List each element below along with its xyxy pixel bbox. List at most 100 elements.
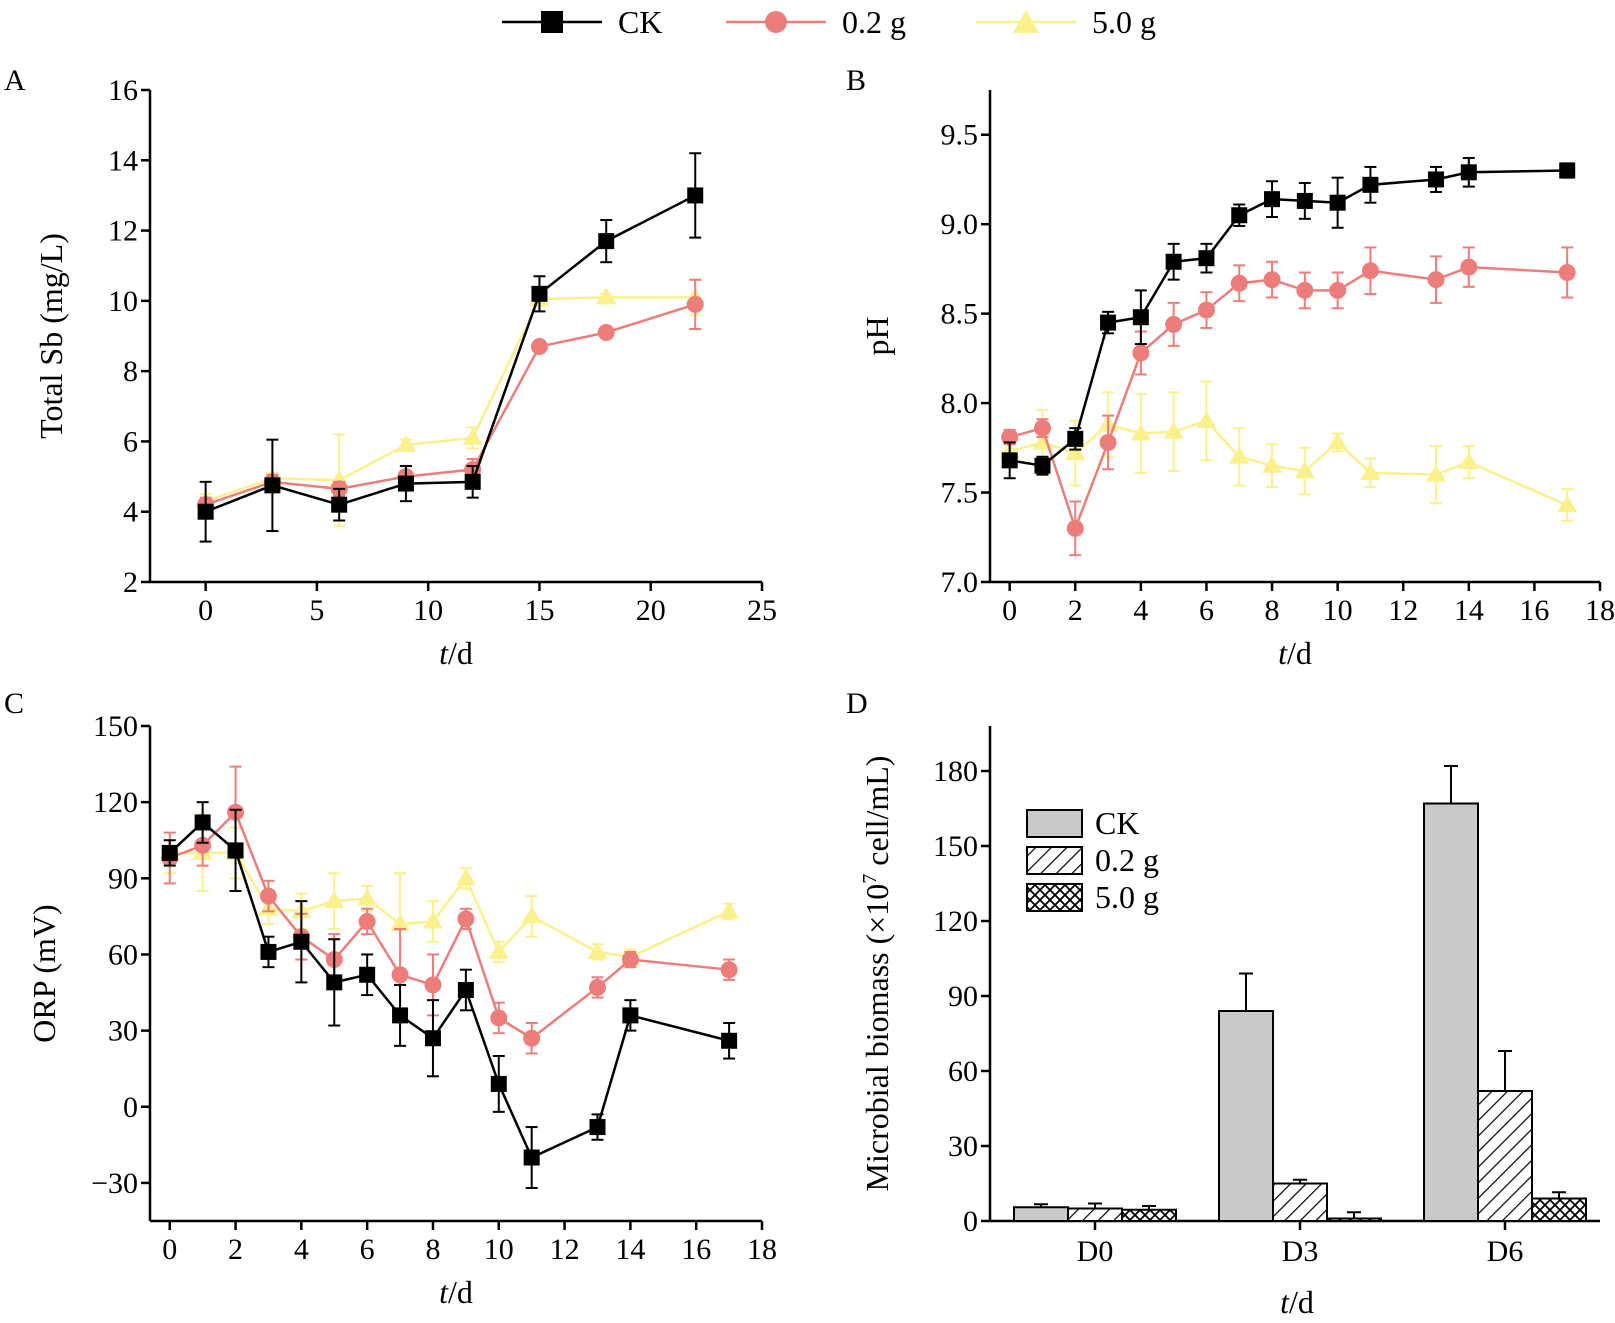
data-point-ck (589, 1119, 606, 1136)
y-axis-label: ORP (mV) (26, 904, 62, 1042)
data-point-ck (194, 814, 211, 831)
x-tick-label: 6 (1199, 594, 1214, 627)
x-tick-label: 4 (1133, 594, 1148, 627)
bar-0-2-g-d6 (1477, 1090, 1533, 1222)
data-point-ck (1559, 162, 1576, 179)
circle-marker-icon (765, 11, 787, 33)
data-point-ck (1001, 452, 1018, 469)
x-tick-label: 10 (1323, 594, 1353, 627)
y-tick-label: 14 (108, 144, 138, 177)
x-tick-label: 18 (747, 1233, 777, 1266)
data-point-ck (161, 844, 178, 861)
data-point-5-0-g (357, 888, 378, 906)
x-axis-label: t/d (439, 1274, 473, 1310)
data-point-ck (1264, 191, 1281, 208)
y-tick-label: 120 (93, 786, 138, 819)
data-point-5-0-g (1229, 446, 1250, 464)
data-point-ck (1329, 194, 1346, 211)
legend-swatch-ck (1026, 809, 1083, 838)
data-point-0-2-g (1361, 262, 1379, 280)
data-point-ck (331, 496, 348, 513)
data-point-ck (424, 1030, 441, 1047)
panel-label-a: A (4, 64, 26, 97)
data-point-0-2-g (530, 338, 548, 356)
x-axis-label: t/d (439, 635, 473, 671)
data-point-0-2-g (391, 966, 409, 984)
y-tick-label: 9.5 (941, 119, 979, 152)
y-axis-label: pH (859, 316, 895, 355)
legend-label-ck: CK (618, 4, 662, 40)
legend-item-ck: CK (502, 4, 662, 40)
series-line-ck (1009, 169, 1568, 468)
data-point-0-2-g (1263, 271, 1281, 289)
data-point-5-0-g (1557, 495, 1578, 513)
data-point-5-0-g (596, 287, 617, 305)
data-point-5-0-g (1327, 432, 1348, 450)
y-tick-label: 2 (123, 566, 138, 599)
y-tick-label: 0 (963, 1205, 978, 1238)
y-tick-label: 10 (108, 285, 138, 318)
series-line-5-0-g (1009, 419, 1568, 507)
data-point-0-2-g (1066, 519, 1084, 537)
x-tick-label: 15 (524, 594, 554, 627)
data-point-5-0-g (719, 901, 740, 919)
series-line-0-2-g (1009, 265, 1568, 533)
data-point-5-0-g (1294, 461, 1315, 479)
series-ck (1001, 156, 1576, 480)
data-point-ck (260, 943, 277, 960)
data-point-5-0-g (1360, 462, 1381, 480)
y-tick-label: 0 (123, 1091, 138, 1124)
x-tick-label: D0 (1077, 1235, 1114, 1268)
bar-ck-d3 (1218, 1010, 1274, 1222)
y-axis-label: Total Sb (mg/L) (33, 233, 69, 439)
x-tick-label: 14 (1454, 594, 1484, 627)
data-point-5-0-g (1262, 455, 1283, 473)
data-point-5-0-g (390, 914, 411, 931)
bar-5-0-g-d3 (1326, 1217, 1382, 1222)
data-point-0-2-g (597, 323, 615, 341)
data-point-ck (1460, 164, 1477, 181)
series-line-5-0-g (205, 296, 696, 503)
data-point-ck (464, 473, 481, 490)
data-point-0-2-g (194, 836, 212, 854)
bar-ck-d6 (1423, 802, 1479, 1222)
data-point-0-2-g (686, 295, 704, 313)
legend-label-5-0-g: 5.0 g (1095, 879, 1159, 915)
data-point-ck (1100, 314, 1117, 331)
data-point-0-2-g (259, 887, 277, 905)
data-point-ck (457, 982, 474, 998)
data-point-0-2-g (1099, 433, 1117, 451)
x-tick-label: 18 (1585, 594, 1615, 627)
x-tick-label: 0 (198, 594, 213, 627)
data-point-ck (721, 1032, 738, 1049)
data-point-5-0-g (1196, 410, 1217, 428)
x-tick-label: 0 (1002, 594, 1017, 627)
data-point-ck (227, 842, 244, 859)
data-point-0-2-g (621, 951, 639, 969)
legend-label-0-2-g: 0.2 g (1095, 842, 1159, 878)
data-point-ck (1198, 250, 1215, 267)
bar-ck-d0 (1013, 1206, 1069, 1222)
bar-5-0-g-d6 (1531, 1197, 1587, 1222)
series-line-ck (168, 820, 730, 1160)
data-point-5-0-g (587, 941, 608, 959)
data-point-0-2-g (358, 912, 376, 930)
legend-label-ck: CK (1095, 805, 1139, 841)
data-point-0-2-g (1329, 281, 1347, 299)
x-tick-label: 12 (1388, 594, 1418, 627)
data-point-5-0-g (422, 911, 443, 929)
data-point-ck (1428, 171, 1445, 188)
data-point-0-2-g (1230, 274, 1248, 292)
y-tick-label: 8.0 (941, 387, 979, 420)
data-point-0-2-g (1001, 428, 1019, 446)
y-tick-label: 150 (93, 710, 138, 743)
y-tick-label: 16 (108, 74, 138, 107)
y-tick-label: 30 (108, 1015, 138, 1048)
y-tick-label: 7.5 (941, 477, 979, 510)
top-legend: CK 0.2 g 5.0 g (502, 4, 1156, 40)
data-point-5-0-g (1130, 423, 1151, 441)
data-point-ck (490, 1075, 507, 1092)
data-point-5-0-g (1065, 443, 1086, 461)
data-point-0-2-g (1558, 263, 1576, 281)
data-point-0-2-g (424, 976, 442, 994)
